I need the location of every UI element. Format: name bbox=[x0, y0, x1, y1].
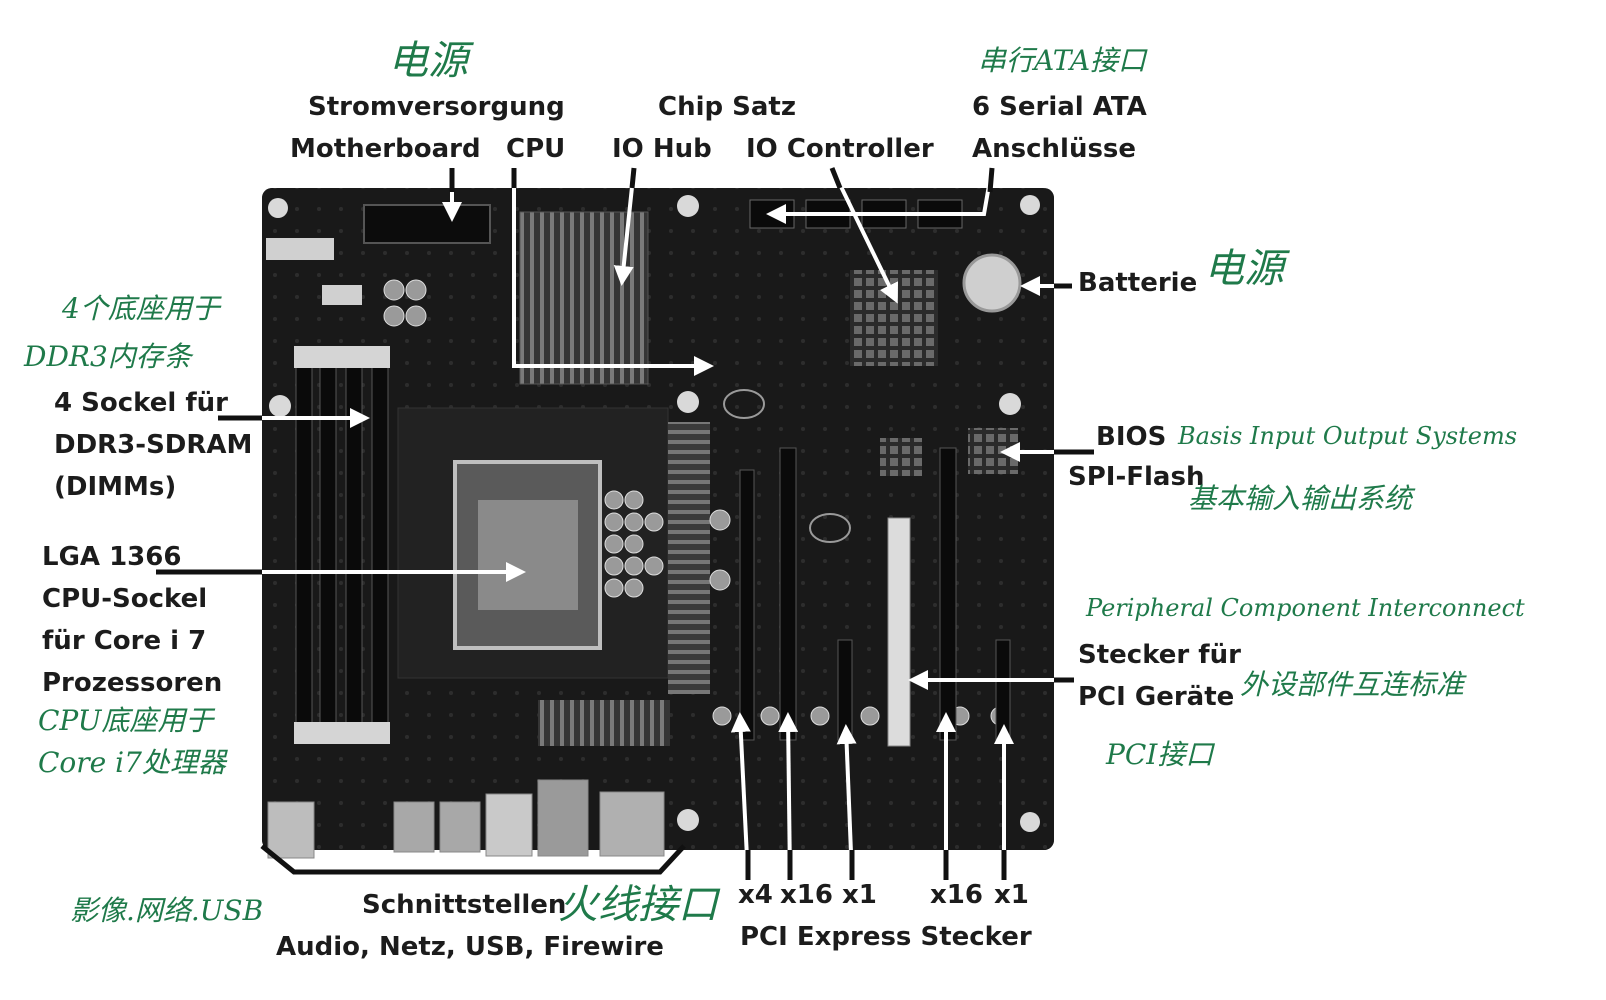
label-sata-line1: 6 Serial ATA bbox=[972, 92, 1147, 122]
note-power-top: 电源 bbox=[388, 38, 468, 84]
note-firewire: 火线接口 bbox=[558, 882, 718, 928]
note-cpu-line1: CPU底座用于 bbox=[38, 704, 214, 737]
label-pcie-x1-a: x1 bbox=[842, 880, 877, 910]
ioh-heatsink bbox=[519, 211, 649, 385]
label-power-line1: Stromversorgung bbox=[308, 92, 565, 122]
expansion-slots bbox=[739, 447, 1011, 747]
note-bios-line2: 基本输入输出系统 bbox=[1188, 482, 1413, 515]
aux-power-2 bbox=[322, 285, 362, 305]
intel-logos bbox=[723, 389, 851, 543]
label-io-line1: Schnittstellen bbox=[362, 890, 567, 920]
label-pci-line1: Stecker für bbox=[1078, 640, 1241, 670]
note-bios-line1: Basis Input Output Systems bbox=[1178, 422, 1518, 450]
cmos-battery bbox=[962, 253, 1022, 313]
label-pcie-x16-b: x16 bbox=[930, 880, 983, 910]
vrm-heatsink bbox=[668, 422, 710, 694]
dark-leader-lines bbox=[156, 167, 1094, 880]
label-lga-line1: LGA 1366 bbox=[42, 542, 182, 572]
aux-power bbox=[266, 238, 334, 260]
note-io-left: 影像.网络.USB bbox=[70, 894, 264, 927]
label-io-controller: IO Controller bbox=[746, 134, 934, 164]
label-lga-line3: für Core i 7 bbox=[42, 626, 207, 656]
note-dimm-line1: 4个底座用于 bbox=[62, 292, 220, 325]
leader-sata bbox=[987, 167, 995, 193]
note-power-right: 电源 bbox=[1204, 246, 1284, 292]
label-dimm-line3: (DIMMs) bbox=[54, 472, 177, 502]
leader-ioc bbox=[829, 167, 843, 189]
label-io-line2: Audio, Netz, USB, Firewire bbox=[276, 932, 664, 962]
label-dimm-line1: 4 Sockel für bbox=[54, 388, 228, 418]
label-sata-line2: Anschlüsse bbox=[972, 134, 1137, 164]
vrm-heatsink-lower bbox=[538, 700, 670, 746]
label-lga-line2: CPU-Sockel bbox=[42, 584, 208, 614]
label-batterie: Batterie bbox=[1078, 268, 1198, 298]
note-cpu-line2: Core i7处理器 bbox=[38, 746, 226, 779]
pcie-leaders bbox=[745, 850, 1007, 880]
note-pci-line3: PCI接口 bbox=[1106, 738, 1214, 771]
rear-io-ports bbox=[267, 779, 665, 859]
label-io-hub: IO Hub bbox=[612, 134, 712, 164]
io-controller-chip bbox=[850, 270, 938, 366]
arrow-io-controller bbox=[830, 167, 899, 304]
io-bracket bbox=[260, 844, 686, 875]
label-dimm-line2: DDR3-SDRAM bbox=[54, 430, 253, 460]
label-lga-line4: Prozessoren bbox=[42, 668, 223, 698]
note-pci-line2: 外设部件互连标准 bbox=[1240, 668, 1465, 701]
label-pcie-x1-b: x1 bbox=[994, 880, 1029, 910]
label-power-line2: Motherboard bbox=[290, 134, 481, 164]
note-pci-line1: Peripheral Component Interconnect bbox=[1086, 594, 1525, 622]
label-bios-line2: SPI-Flash bbox=[1068, 462, 1205, 492]
label-chipset-title: Chip Satz bbox=[658, 92, 796, 122]
label-pcie-x16-a: x16 bbox=[780, 880, 833, 910]
label-cpu: CPU bbox=[506, 134, 566, 164]
label-pcie-x4: x4 bbox=[738, 880, 773, 910]
cpu-socket bbox=[397, 407, 669, 679]
arrow-cpu bbox=[512, 170, 714, 376]
southbridge-chip bbox=[880, 438, 922, 476]
note-sata: 串行ATA接口 bbox=[978, 44, 1147, 77]
label-bios-line1: BIOS bbox=[1096, 422, 1167, 452]
label-pci-line2: PCI Geräte bbox=[1078, 682, 1235, 712]
atx-power-connector bbox=[363, 204, 491, 244]
dimm-slots bbox=[294, 346, 390, 744]
leader-iohub bbox=[629, 167, 637, 189]
label-pcie-title: PCI Express Stecker bbox=[740, 922, 1032, 952]
board bbox=[262, 188, 1054, 859]
note-dimm-line2: DDR3内存条 bbox=[24, 340, 192, 373]
